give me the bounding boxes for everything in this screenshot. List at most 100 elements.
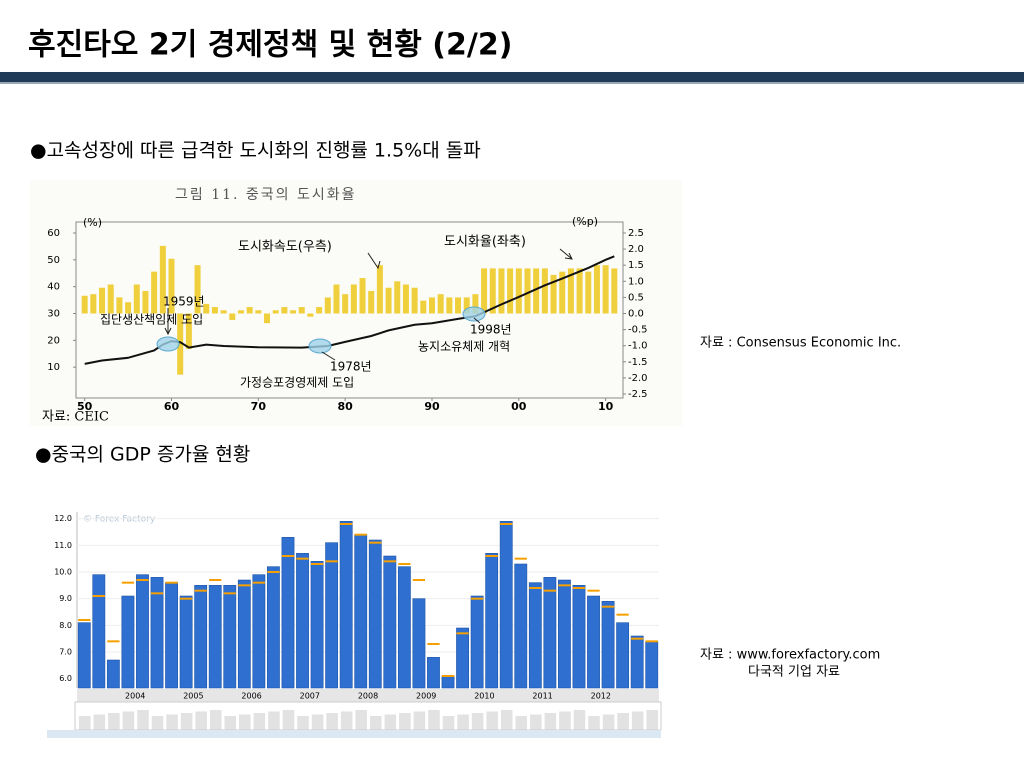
bullet: ●중국의 GDP 증가율 현황 — [35, 444, 250, 466]
y2-tick-label: -0.5 — [628, 325, 648, 336]
x-tick-label: 2007 — [300, 692, 320, 701]
bar — [611, 268, 618, 314]
navigator-bar — [253, 713, 266, 730]
bar — [316, 307, 323, 314]
annotation: 1998년 — [470, 323, 512, 337]
x-tick-label: 2006 — [241, 692, 261, 701]
navigator-bar — [282, 710, 295, 730]
navigator-bar — [79, 716, 91, 730]
annotation: 1959년 — [163, 295, 205, 309]
y-tick-label: 40 — [47, 282, 60, 293]
x-tick-label: 2004 — [125, 692, 145, 701]
bar — [255, 310, 262, 314]
series-label: 도시화속도(우측) — [238, 240, 332, 255]
bar — [324, 297, 331, 314]
arrow — [321, 351, 336, 361]
bar — [368, 290, 375, 314]
x-tick-label: 10 — [598, 400, 614, 413]
bar — [92, 574, 106, 689]
bar — [296, 553, 309, 689]
y2-tick-label: 2.5 — [628, 228, 644, 239]
navigator-bar — [224, 716, 237, 730]
bar — [402, 284, 409, 314]
title-rule — [0, 82, 1024, 84]
bar — [133, 284, 140, 314]
bar — [125, 302, 132, 314]
navigator-bar — [93, 714, 106, 730]
bar — [90, 294, 97, 314]
bar — [394, 281, 401, 314]
navigator-bar — [209, 710, 222, 730]
navigator-bar — [559, 711, 571, 730]
annotation: 농지소유체제 개혁 — [418, 340, 510, 354]
bar — [81, 295, 88, 314]
series-label: 도시화율(좌축) — [444, 235, 526, 250]
bar — [420, 300, 427, 314]
bar — [151, 271, 158, 314]
bar — [472, 294, 479, 314]
navigator-bar — [340, 711, 353, 730]
x-axis-band — [77, 689, 659, 702]
bar — [397, 566, 411, 689]
navigator-bar — [500, 710, 513, 730]
bar — [601, 601, 615, 689]
bar — [99, 287, 106, 314]
navigator-bar — [108, 713, 120, 730]
bar — [168, 258, 175, 314]
navigator-bar — [617, 713, 629, 730]
chart-title: 그림 11. 중국의 도시화율 — [175, 187, 357, 203]
watermark: © Forex Factory — [83, 515, 156, 525]
bar — [116, 297, 123, 314]
navigator-bar — [326, 713, 338, 730]
y-tick-label: 50 — [47, 255, 60, 266]
bar — [121, 595, 135, 689]
x-tick-label: 2005 — [183, 692, 203, 701]
bar — [350, 284, 357, 314]
bar — [246, 307, 253, 314]
bar — [385, 287, 392, 314]
navigator-bar — [268, 711, 280, 730]
navigator-bar — [384, 714, 397, 730]
bar — [441, 675, 455, 689]
navigator-bar — [530, 714, 542, 730]
bar — [412, 598, 426, 689]
navigator-bar — [515, 716, 528, 730]
bar — [290, 310, 297, 314]
bar — [456, 627, 469, 689]
bar — [550, 274, 557, 314]
y-tick-label: 10 — [47, 362, 60, 373]
highlight — [156, 336, 180, 352]
annotation: 집단생산책임제 도입 — [100, 312, 203, 327]
bar — [325, 542, 339, 689]
bar — [470, 595, 484, 689]
bar — [411, 287, 418, 314]
scrollbar — [47, 730, 661, 738]
bar — [587, 595, 600, 689]
y2-tick-label: 1.0 — [628, 276, 644, 287]
bar — [645, 641, 659, 689]
x-tick-label: 2009 — [416, 692, 436, 701]
x-tick-label: 00 — [511, 400, 527, 413]
bullet: ●고속성장에 따른 급격한 도시화의 진행률 1.5%대 돌파 — [30, 140, 481, 162]
bar — [446, 297, 453, 314]
bar — [159, 245, 166, 314]
navigator-bar — [370, 716, 382, 730]
navigator-bar — [355, 710, 367, 730]
bar — [194, 585, 208, 689]
bar — [485, 553, 499, 689]
navigator-bar — [544, 713, 557, 730]
highlight — [308, 338, 332, 354]
y2-tick-label: 0.5 — [628, 292, 644, 303]
x-tick-label: 90 — [424, 400, 440, 413]
x-tick-label: 70 — [251, 400, 267, 413]
navigator-bar — [399, 713, 411, 730]
navigator-bar — [166, 714, 178, 730]
bar — [281, 307, 288, 314]
bar — [298, 307, 305, 314]
navigator-bar — [195, 711, 207, 730]
bar — [237, 310, 244, 314]
x-tick-label: 2011 — [532, 692, 552, 701]
navigator-bar — [239, 714, 251, 730]
bar — [543, 577, 557, 689]
bar — [307, 313, 314, 317]
